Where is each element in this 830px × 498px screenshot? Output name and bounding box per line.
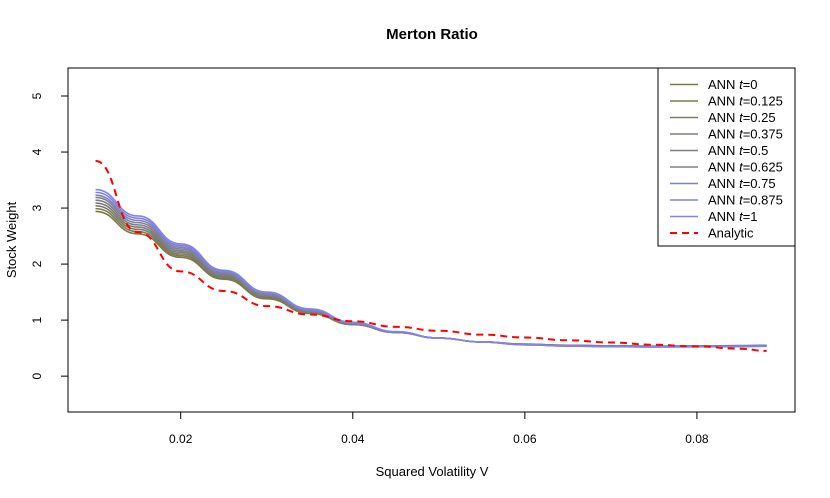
y-tick-label: 2 — [30, 260, 44, 267]
series-lines — [95, 160, 767, 352]
y-tick-label: 5 — [30, 92, 44, 99]
x-tick-label: 0.02 — [169, 432, 193, 446]
y-tick-label: 4 — [30, 148, 44, 155]
y-axis: 0 1 2 3 4 5 — [30, 92, 69, 379]
series-line — [95, 160, 767, 352]
legend-label: Analytic — [708, 226, 754, 241]
legend-label: ANN t=0.625 — [708, 160, 783, 175]
chart-title: Merton Ratio — [386, 26, 478, 43]
x-tick-label: 0.04 — [341, 432, 365, 446]
legend-label: ANN t=1 — [708, 209, 758, 224]
y-tick-label: 0 — [30, 372, 44, 379]
legend-label: ANN t=0.375 — [708, 127, 783, 142]
legend-label: ANN t=0.5 — [708, 143, 768, 158]
y-tick-label: 1 — [30, 316, 44, 323]
legend-label: ANN t=0 — [708, 77, 758, 92]
legend-label: ANN t=0.875 — [708, 193, 783, 208]
legend-label: ANN t=0.125 — [708, 94, 783, 109]
legend-label: ANN t=0.75 — [708, 176, 776, 191]
y-axis-label: Stock Weight — [4, 201, 19, 278]
series-line — [95, 188, 767, 348]
legend-label: ANN t=0.25 — [708, 110, 776, 125]
x-axis: 0.02 0.04 0.06 0.08 — [169, 411, 709, 446]
x-tick-label: 0.06 — [513, 432, 537, 446]
x-axis-label: Squared Volatility V — [376, 464, 489, 479]
x-tick-label: 0.08 — [685, 432, 709, 446]
y-tick-label: 3 — [30, 204, 44, 211]
